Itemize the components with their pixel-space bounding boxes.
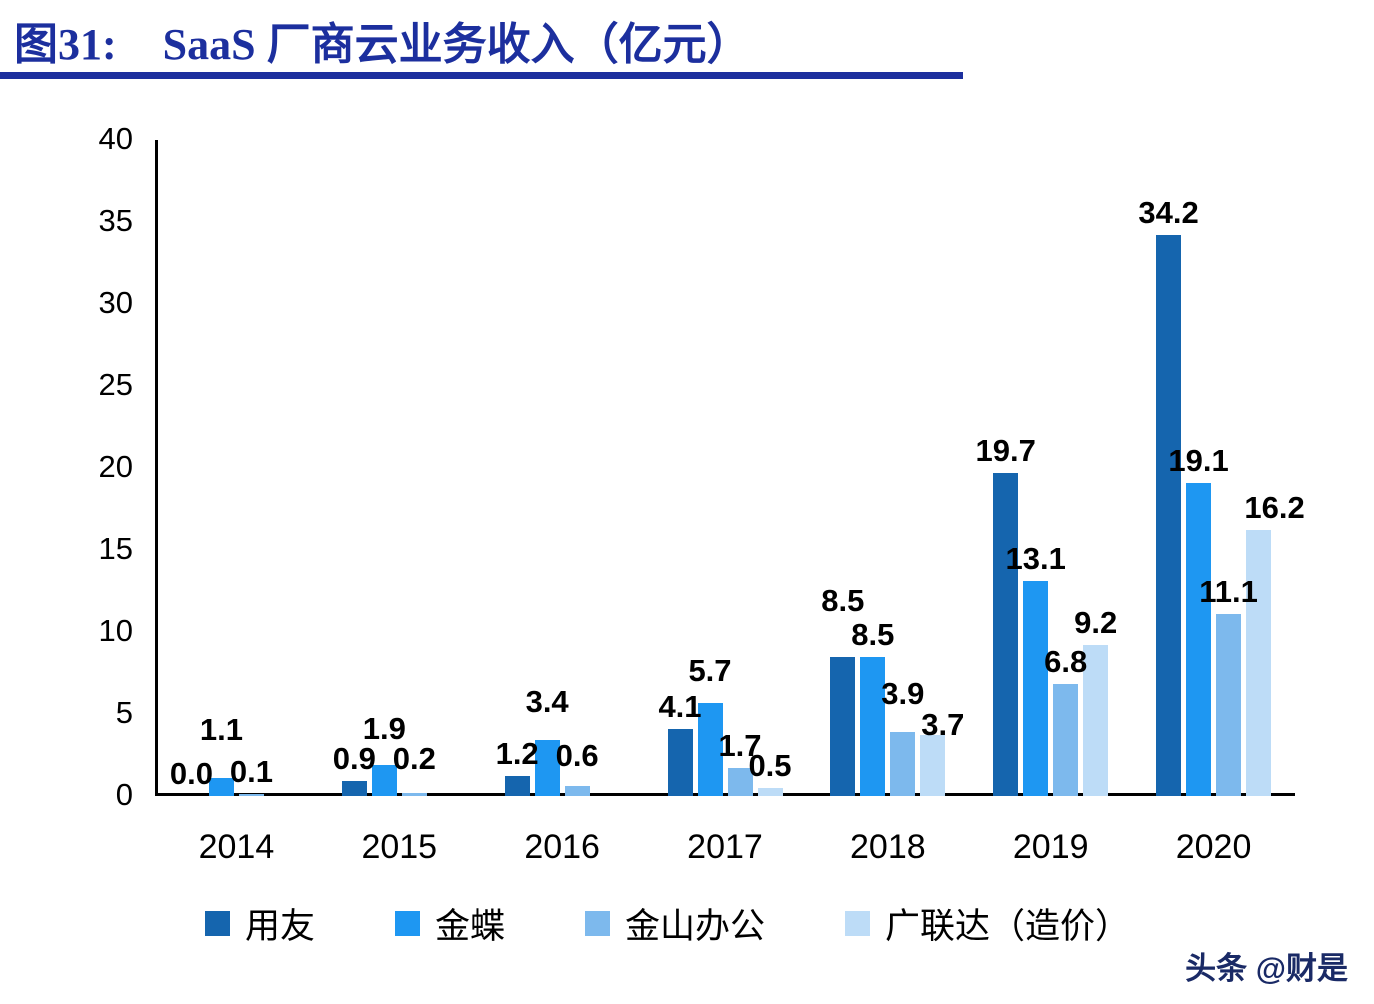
value-label: 1.2 bbox=[495, 736, 539, 772]
chart-title: SaaS 厂商云业务收入（亿元） bbox=[162, 20, 751, 69]
value-label: 19.7 bbox=[975, 432, 1036, 468]
bar bbox=[1156, 235, 1182, 796]
y-tick-label: 25 bbox=[98, 367, 133, 402]
bar bbox=[564, 786, 590, 796]
legend-item: 金蝶 bbox=[395, 898, 505, 949]
bar bbox=[1053, 684, 1079, 796]
plot-area bbox=[155, 140, 1295, 796]
value-label: 1.9 bbox=[362, 710, 406, 746]
chart-header: 图31: SaaS 厂商云业务收入（亿元） bbox=[14, 8, 751, 72]
bar bbox=[890, 732, 916, 796]
value-label: 13.1 bbox=[1005, 541, 1066, 577]
figure-label: 图31: bbox=[14, 20, 117, 69]
x-tick-label: 2020 bbox=[1175, 828, 1252, 866]
bar bbox=[238, 794, 264, 797]
value-label: 8.5 bbox=[851, 616, 895, 652]
value-label: 0.5 bbox=[748, 747, 792, 783]
value-label: 0.0 bbox=[169, 756, 213, 791]
y-tick-label: 15 bbox=[98, 531, 133, 566]
x-tick-label: 2019 bbox=[1012, 828, 1089, 866]
bar bbox=[341, 781, 367, 796]
bar bbox=[504, 776, 530, 796]
legend-item: 广联达（造价） bbox=[845, 898, 1130, 949]
bar bbox=[371, 764, 397, 796]
title-underline bbox=[0, 72, 963, 79]
legend-item: 金山办公 bbox=[585, 898, 765, 949]
bar bbox=[757, 787, 783, 796]
value-label: 1.1 bbox=[199, 711, 243, 747]
x-tick-label: 2017 bbox=[687, 828, 763, 866]
bar bbox=[208, 777, 234, 796]
x-tick-label: 2014 bbox=[198, 828, 275, 866]
y-tick-label: 40 bbox=[98, 121, 133, 156]
bar bbox=[534, 740, 560, 796]
value-label: 1.7 bbox=[718, 728, 762, 764]
y-tick-label: 0 bbox=[115, 777, 133, 812]
value-label: 0.6 bbox=[555, 738, 599, 774]
value-label: 0.2 bbox=[392, 740, 436, 776]
bar bbox=[1246, 530, 1272, 796]
value-label: 3.4 bbox=[525, 684, 569, 720]
x-tick-label: 2018 bbox=[850, 828, 926, 866]
legend-label: 广联达（造价） bbox=[885, 907, 1131, 946]
legend-swatch bbox=[845, 911, 871, 936]
legend-swatch bbox=[395, 911, 421, 936]
value-label: 3.9 bbox=[881, 676, 925, 712]
legend-label: 用友 bbox=[245, 907, 316, 946]
y-tick-label: 35 bbox=[98, 203, 133, 238]
legend-swatch bbox=[585, 911, 611, 936]
value-label: 4.1 bbox=[658, 688, 702, 724]
y-tick-label: 10 bbox=[98, 613, 133, 648]
value-label: 8.5 bbox=[821, 582, 865, 618]
value-label: 0.9 bbox=[332, 741, 376, 777]
x-tick-label: 2016 bbox=[524, 828, 600, 866]
legend-swatch bbox=[205, 911, 230, 936]
bar bbox=[1083, 645, 1109, 796]
bar bbox=[1186, 482, 1212, 796]
value-label: 16.2 bbox=[1244, 490, 1305, 526]
legend-label: 金蝶 bbox=[435, 907, 506, 946]
bar bbox=[993, 472, 1019, 796]
bar bbox=[697, 702, 723, 796]
legend-item: 用友 bbox=[205, 898, 315, 949]
value-label: 11.1 bbox=[1199, 573, 1258, 609]
chart-legend: 用友 金蝶 金山办公 广联达（造价） bbox=[205, 898, 1130, 949]
bar bbox=[667, 728, 693, 796]
y-tick-label: 30 bbox=[98, 285, 133, 320]
bar bbox=[401, 792, 427, 796]
bar bbox=[1216, 613, 1242, 796]
value-label: 0.1 bbox=[229, 754, 273, 790]
bar bbox=[727, 768, 753, 796]
value-label: 34.2 bbox=[1138, 195, 1199, 231]
bar bbox=[1023, 581, 1049, 796]
value-label: 3.7 bbox=[921, 707, 965, 743]
watermark: 头条 @财是 bbox=[1185, 951, 1348, 986]
bar bbox=[920, 735, 946, 796]
value-label: 9.2 bbox=[1074, 605, 1118, 641]
legend-label: 金山办公 bbox=[625, 907, 766, 946]
value-label: 6.8 bbox=[1044, 644, 1088, 680]
bar bbox=[860, 656, 886, 796]
value-label: 19.1 bbox=[1168, 442, 1229, 478]
value-label: 5.7 bbox=[688, 652, 732, 688]
y-tick-label: 5 bbox=[115, 695, 133, 730]
x-tick-label: 2015 bbox=[361, 828, 438, 866]
y-tick-label: 20 bbox=[98, 449, 133, 484]
bar bbox=[830, 656, 856, 796]
